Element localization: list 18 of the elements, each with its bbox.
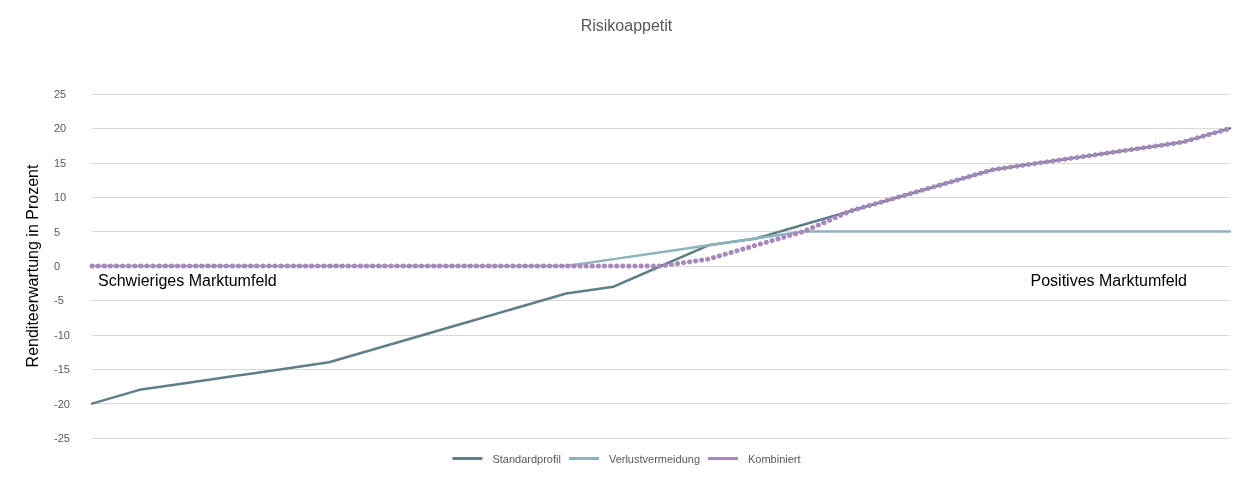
y-tick-label: 25 bbox=[54, 88, 67, 100]
y-tick-label: 15 bbox=[54, 156, 67, 169]
y-tick-label: 0 bbox=[54, 260, 61, 272]
y-tick-label: -10 bbox=[54, 328, 70, 341]
legend-label: Standardprofil bbox=[492, 452, 561, 465]
annotation: Positives Marktumfeld bbox=[1030, 271, 1188, 289]
chart-title: Risikoappetit bbox=[580, 16, 673, 34]
y-tick-label: -5 bbox=[54, 294, 64, 307]
legend-label: Verlustvermeidung bbox=[608, 452, 701, 465]
annotation: Schwieriges Marktumfeld bbox=[98, 271, 277, 289]
y-tick-label: 10 bbox=[54, 191, 67, 204]
legend-label: Kombiniert bbox=[748, 452, 801, 465]
y-tick-label: -15 bbox=[54, 363, 70, 376]
y-tick-label: 5 bbox=[54, 225, 61, 238]
y-tick-label: 20 bbox=[54, 122, 67, 135]
y-tick-label: -20 bbox=[54, 397, 70, 410]
y-axis-title: Renditeerwartung in Prozent bbox=[23, 164, 41, 368]
y-tick-label: -25 bbox=[54, 432, 70, 444]
